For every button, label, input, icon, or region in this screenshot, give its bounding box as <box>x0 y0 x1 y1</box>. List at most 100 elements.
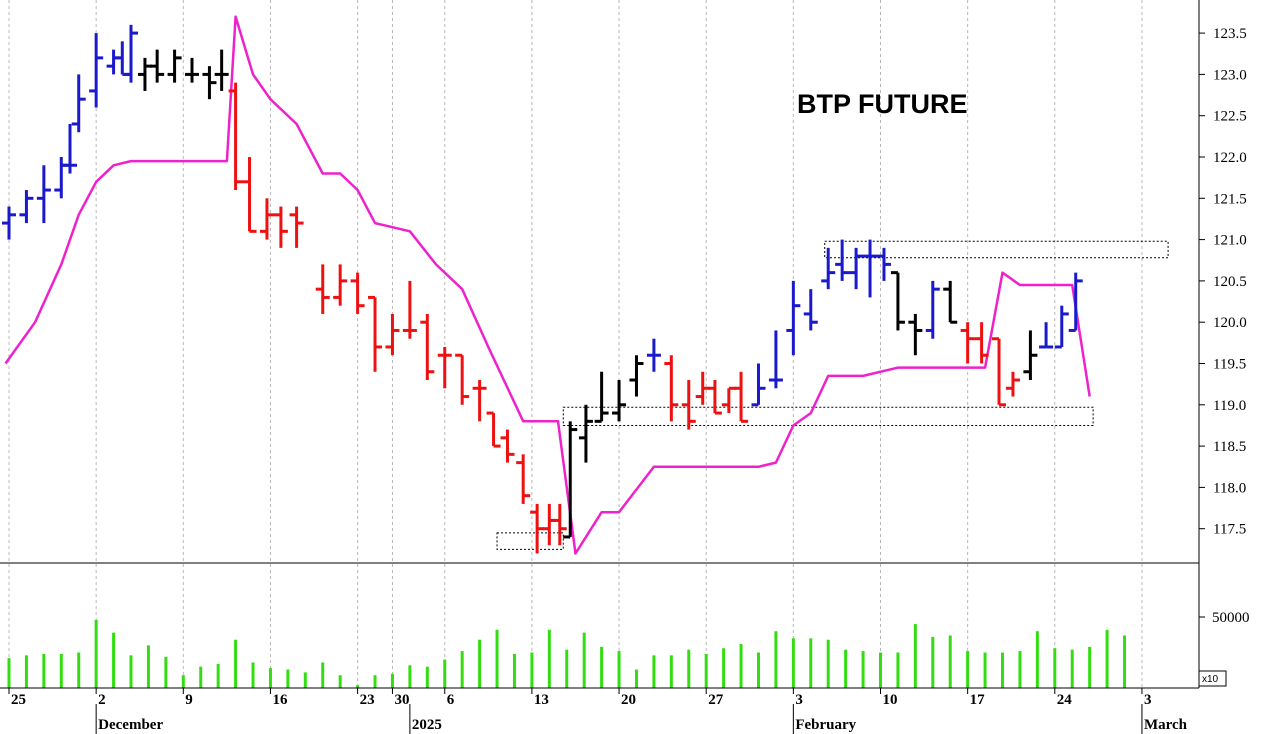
ohlc-bar-67 <box>1039 322 1054 349</box>
date-label-9: 27 <box>708 692 724 708</box>
ohlc-bar-36 <box>552 503 567 546</box>
ohlc-bar-60 <box>925 280 940 339</box>
price-tick-label-7: 121.0 <box>1213 233 1247 249</box>
ohlc-bar-31 <box>486 411 501 448</box>
ohlc-bar-16 <box>228 82 243 191</box>
date-label-4: 23 <box>360 692 375 708</box>
ohlc-bar-23 <box>350 272 365 314</box>
ohlc-bar-21 <box>315 264 330 314</box>
reference-box-1 <box>562 406 1094 426</box>
reference-boxes <box>496 240 1169 550</box>
date-label-14: 3 <box>1144 692 1152 708</box>
month-label-3: March <box>1144 717 1188 733</box>
ohlc-bar-65 <box>1005 371 1020 397</box>
ohlc-bar-18 <box>259 198 274 240</box>
ohlc-bar-0 <box>2 206 16 240</box>
ohlc-bar-57 <box>876 247 891 281</box>
ohlc-bar-41 <box>629 355 644 397</box>
ohlc-bar-48 <box>734 371 749 423</box>
price-tick-label-4: 119.5 <box>1213 357 1246 373</box>
price-bars <box>2 24 1083 554</box>
price-tick-label-6: 120.5 <box>1213 274 1247 290</box>
ohlc-bar-59 <box>908 313 923 356</box>
month-label-1: 2025 <box>412 717 442 733</box>
ohlc-bar-6 <box>89 33 104 108</box>
date-label-3: 16 <box>272 692 288 708</box>
ohlc-bar-53 <box>821 247 836 290</box>
ohlc-bar-40 <box>612 380 627 422</box>
ohlc-bar-17 <box>242 157 257 233</box>
ohlc-bar-37 <box>563 421 578 539</box>
date-label-11: 10 <box>883 692 898 708</box>
ohlc-bar-29 <box>455 353 470 405</box>
ohlc-bar-46 <box>707 380 722 415</box>
price-tick-label-0: 117.5 <box>1213 522 1246 538</box>
ohlc-bar-19 <box>273 206 288 248</box>
supertrend-line-group <box>4 15 1091 555</box>
ohlc-bar-12 <box>167 49 182 83</box>
ohlc-bar-1 <box>19 190 34 224</box>
ohlc-bar-4 <box>63 123 78 174</box>
volume-bars <box>7 619 1127 688</box>
ohlc-bar-32 <box>500 429 515 463</box>
price-tick-label-1: 118.0 <box>1213 480 1246 496</box>
price-tick-label-5: 120.0 <box>1213 315 1247 331</box>
ohlc-bar-20 <box>289 206 304 248</box>
date-label-2: 9 <box>185 692 193 708</box>
ohlc-bar-14 <box>202 66 217 100</box>
supertrend-line <box>4 15 1091 555</box>
ohlc-bar-33 <box>516 454 531 504</box>
ohlc-bar-24 <box>368 295 383 372</box>
date-label-10: 3 <box>795 692 803 708</box>
ohlc-bar-44 <box>681 380 696 430</box>
volume-multiplier-label: x10 <box>1202 674 1219 685</box>
date-label-12: 17 <box>970 692 986 708</box>
ohlc-bar-56 <box>863 239 878 298</box>
price-tick-label-11: 123.0 <box>1213 67 1247 83</box>
date-label-5: 30 <box>394 692 409 708</box>
ohlc-bar-66 <box>1023 330 1038 381</box>
ohlc-bar-54 <box>835 239 850 281</box>
price-tick-label-12: 123.5 <box>1213 26 1247 42</box>
ohlc-bar-13 <box>185 57 200 83</box>
ohlc-bar-68 <box>1054 305 1069 349</box>
date-label-1: 2 <box>98 692 106 708</box>
date-axis-labels: 25 2 9 16 23 30 6 13 20 27 3 10 17 24 3 December 2025 Feb… <box>8 688 1188 734</box>
ohlc-bar-58 <box>890 271 905 331</box>
price-tick-label-10: 122.5 <box>1213 109 1247 125</box>
ohlc-bar-26 <box>402 280 417 339</box>
date-label-8: 20 <box>621 692 636 708</box>
date-label-0: 25 <box>11 692 26 708</box>
ohlc-bar-51 <box>786 280 801 356</box>
ohlc-bar-63 <box>974 322 989 364</box>
ohlc-bar-62 <box>960 322 975 364</box>
date-label-7: 13 <box>534 692 549 708</box>
ohlc-bar-5 <box>71 74 86 133</box>
ohlc-bar-39 <box>594 371 609 423</box>
ohlc-bar-42 <box>646 338 661 372</box>
price-axis-ticks: 117.5 118.0 118.5 119.0 119.5 120.0 120.5 121.0… <box>1199 26 1247 538</box>
ohlc-bar-11 <box>150 49 165 83</box>
ohlc-bar-50 <box>768 330 783 389</box>
ohlc-bar-15 <box>214 49 229 91</box>
ohlc-bar-22 <box>333 264 348 306</box>
ohlc-bar-2 <box>36 165 51 224</box>
ohlc-bar-52 <box>803 289 818 331</box>
ohlc-bar-64 <box>992 337 1007 407</box>
ohlc-bar-9 <box>124 24 139 83</box>
volume-tick-label: 50000 <box>1212 610 1250 626</box>
price-tick-label-9: 122.0 <box>1213 150 1247 166</box>
month-label-0: December <box>98 717 163 733</box>
ohlc-bar-30 <box>472 380 487 422</box>
ohlc-bar-38 <box>578 404 593 463</box>
volume-axis: 50000 x10 <box>1198 610 1250 687</box>
ohlc-bar-27 <box>420 313 435 381</box>
month-label-2: February <box>795 717 856 733</box>
ohlc-bar-43 <box>664 355 679 422</box>
date-label-6: 6 <box>447 692 455 708</box>
multiplier-box <box>1198 670 1227 687</box>
price-tick-label-3: 119.0 <box>1213 398 1246 414</box>
price-tick-label-2: 118.5 <box>1213 439 1246 455</box>
